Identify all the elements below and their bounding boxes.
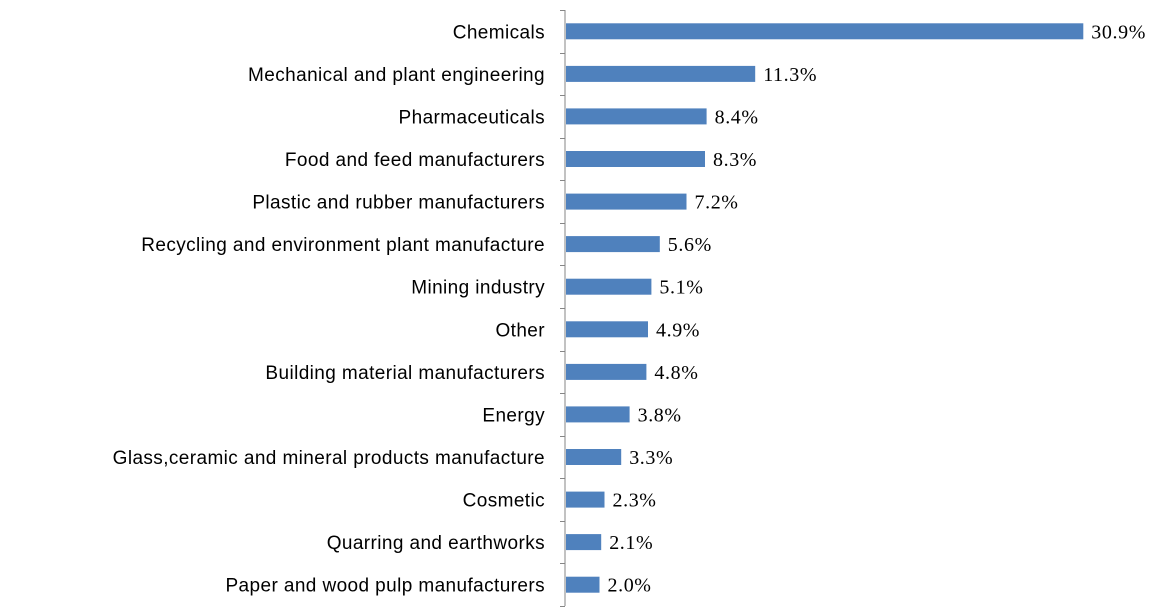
- bar: [566, 108, 707, 125]
- data-label: 3.3%: [629, 447, 673, 469]
- data-label: 5.1%: [659, 277, 703, 299]
- category-label: Glass,ceramic and mineral products manuf…: [113, 448, 545, 469]
- bar: [566, 151, 705, 167]
- bars-group: [566, 23, 1084, 593]
- bar: [566, 363, 647, 380]
- category-label: Energy: [482, 405, 545, 426]
- data-label: 8.3%: [713, 149, 757, 171]
- category-label: Other: [495, 320, 545, 341]
- category-label: Mining industry: [411, 278, 545, 299]
- data-label: 2.1%: [609, 532, 653, 554]
- data-label: 4.8%: [654, 362, 698, 384]
- bar: [566, 576, 600, 593]
- category-label: Food and feed manufacturers: [285, 150, 545, 171]
- data-label: 2.3%: [613, 490, 657, 512]
- category-label: Plastic and rubber manufacturers: [252, 193, 545, 214]
- bar: [566, 449, 622, 465]
- category-label: Pharmaceuticals: [399, 107, 545, 128]
- category-label: Cosmetic: [463, 491, 545, 512]
- data-label: 30.9%: [1091, 21, 1146, 43]
- category-label: Chemicals: [453, 22, 545, 43]
- category-label: Mechanical and plant engineering: [248, 65, 545, 86]
- bar: [566, 321, 648, 338]
- bar: [566, 491, 605, 508]
- data-label: 4.9%: [656, 319, 700, 341]
- category-labels-group: Chemicals Mechanical and plant engineerin…: [113, 22, 545, 597]
- category-label: Quarring and earthworks: [327, 533, 545, 554]
- data-label: 3.8%: [638, 404, 682, 426]
- value-labels-group: 30.9% 11.3%8.4% 8.3% 7.2% 5.6% 5.1% 4.9% 4.8% 3.…: [608, 21, 1146, 596]
- category-label: Recycling and environment plant manufact…: [141, 235, 545, 256]
- bar: [566, 23, 1084, 40]
- data-label: 5.6%: [668, 234, 712, 256]
- data-label: 7.2%: [695, 192, 739, 214]
- bar: [566, 406, 630, 423]
- bar: [566, 534, 602, 551]
- category-axis: [560, 10, 566, 607]
- category-label: Building material manufacturers: [265, 363, 545, 384]
- bar: [566, 193, 687, 210]
- bar: [566, 65, 756, 82]
- bar: [566, 278, 652, 295]
- data-label: 8.4%: [715, 106, 759, 128]
- bar: [566, 236, 660, 253]
- data-label: 2.0%: [608, 575, 652, 597]
- category-label: Paper and wood pulp manufacturers: [225, 576, 545, 597]
- data-label: 11.3%: [763, 64, 817, 86]
